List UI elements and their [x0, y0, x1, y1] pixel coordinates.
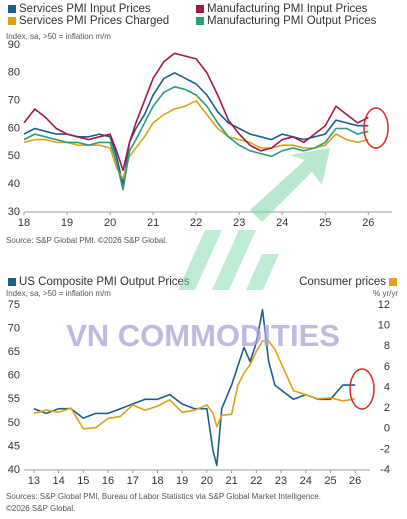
x-tick-label: 25: [324, 475, 336, 487]
x-tick-label: 21: [147, 217, 159, 229]
y2-tick-label: 2: [384, 402, 390, 414]
x-tick-label: 20: [201, 475, 213, 487]
legend-swatch: [8, 5, 16, 13]
legend-label: Consumer prices: [299, 276, 386, 288]
legend-label: Manufacturing PMI Output Prices: [207, 15, 377, 27]
legend-label: US Composite PMI Output Prices: [19, 276, 190, 288]
y-tick-label: 30: [8, 206, 20, 218]
y-tick-label: 70: [8, 322, 20, 334]
source-note: Source: S&P Global PMI. ©2026 S&P Global…: [6, 236, 167, 245]
series-line: [23, 52, 369, 172]
x-tick-label: 23: [233, 217, 245, 229]
x-tick-label: 19: [61, 217, 73, 229]
y2-tick-label: 4: [384, 381, 390, 393]
y-tick-label: 80: [8, 67, 20, 79]
series-line: [33, 340, 356, 430]
legend-label: Services PMI Prices Charged: [19, 15, 169, 27]
y-tick-label: 40: [8, 464, 20, 476]
series-line: [33, 308, 356, 467]
y2-tick-label: 0: [384, 423, 390, 435]
legend-swatch: [389, 278, 397, 286]
x-tick-label: 26: [349, 475, 361, 487]
legend-swatch: [8, 278, 16, 286]
legend-label: Manufacturing PMI Input Prices: [207, 3, 368, 15]
legend-swatch: [196, 17, 204, 25]
x-tick-label: 21: [225, 475, 237, 487]
y-tick-label: 45: [8, 440, 20, 452]
x-tick-label: 13: [28, 475, 40, 487]
x-tick-label: 24: [300, 475, 312, 487]
x-tick-label: 26: [362, 217, 374, 229]
y2-tick-label: -2: [380, 443, 390, 455]
watermark-stroke: [246, 254, 279, 290]
y-tick-label: 65: [8, 346, 20, 358]
watermark-arrow: [250, 148, 330, 222]
y2-axis-label: % yr/yr: [373, 289, 398, 298]
y-tick-label: 60: [8, 370, 20, 382]
y2-tick-label: 10: [378, 320, 390, 332]
x-tick-label: 23: [275, 475, 287, 487]
highlight-ring: [363, 107, 389, 149]
x-tick-label: 25: [319, 217, 331, 229]
source-note: ©2026 S&P Global.: [6, 504, 75, 513]
x-tick-label: 14: [52, 475, 64, 487]
series-line: [23, 86, 369, 191]
x-tick-label: 18: [151, 475, 163, 487]
legend-swatch: [196, 5, 204, 13]
series-line: [23, 99, 369, 180]
y-tick-label: 50: [8, 150, 20, 162]
x-tick-label: 22: [250, 475, 262, 487]
legend-swatch: [8, 17, 16, 25]
x-tick-label: 20: [104, 217, 116, 229]
y2-tick-label: 6: [384, 361, 390, 373]
watermark-stroke: [212, 230, 256, 290]
subtitle: Index, sa, >50 = inflation m/m: [6, 32, 111, 41]
watermark-art: [178, 107, 389, 410]
y-tick-label: 70: [8, 95, 20, 107]
watermark-text: VN COMMODITIES: [66, 318, 340, 353]
y2-tick-label: -4: [380, 464, 390, 476]
y-tick-label: 75: [8, 299, 20, 311]
x-tick-label: 24: [276, 217, 288, 229]
subtitle: Index, sa, >50 = inflation m/m: [6, 289, 111, 298]
y-tick-label: 50: [8, 417, 20, 429]
x-tick-label: 16: [102, 475, 114, 487]
x-tick-label: 17: [127, 475, 139, 487]
legend-label: Services PMI Input Prices: [19, 3, 151, 15]
y-tick-label: 90: [8, 39, 20, 51]
highlight-ring: [349, 368, 375, 410]
y-tick-label: 60: [8, 122, 20, 134]
y-tick-label: 40: [8, 178, 20, 190]
source-note: Sources: S&P Global PMI, Bureau of Labor…: [6, 492, 321, 501]
x-tick-label: 22: [190, 217, 202, 229]
x-tick-label: 18: [18, 217, 30, 229]
y2-tick-label: 8: [384, 340, 390, 352]
x-tick-label: 15: [77, 475, 89, 487]
y2-tick-label: 12: [378, 299, 390, 311]
x-tick-label: 19: [176, 475, 188, 487]
y-tick-label: 55: [8, 393, 20, 405]
watermark-stroke: [178, 230, 222, 290]
